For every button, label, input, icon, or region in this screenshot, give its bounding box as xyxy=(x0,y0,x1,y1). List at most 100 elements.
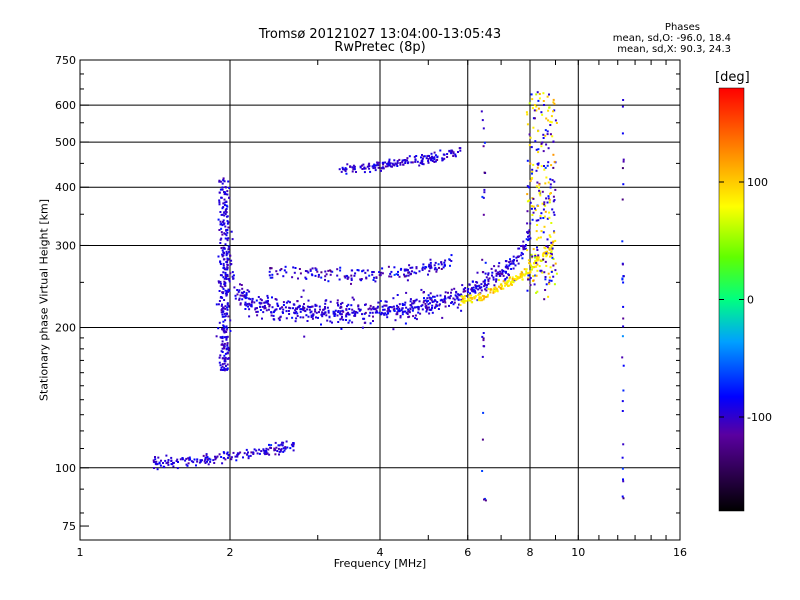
data-point xyxy=(334,313,337,316)
data-point xyxy=(535,259,538,262)
data-point xyxy=(433,306,436,309)
data-point xyxy=(314,310,317,313)
data-point xyxy=(622,317,625,320)
data-point xyxy=(411,309,414,312)
data-point xyxy=(245,296,248,299)
data-point xyxy=(221,351,224,353)
data-point xyxy=(274,453,277,456)
data-point xyxy=(312,313,315,316)
data-point xyxy=(184,459,187,462)
data-point xyxy=(447,296,450,299)
data-point xyxy=(502,274,505,277)
data-point xyxy=(548,93,550,96)
data-point xyxy=(443,300,446,302)
data-point xyxy=(244,301,247,304)
data-point xyxy=(554,269,557,272)
data-point xyxy=(421,308,424,311)
data-point xyxy=(219,354,222,357)
data-point xyxy=(405,306,408,309)
data-point xyxy=(338,312,341,315)
data-point xyxy=(452,154,455,157)
data-point xyxy=(547,109,550,112)
data-point xyxy=(434,154,437,157)
data-point xyxy=(378,311,381,314)
data-point xyxy=(527,235,529,238)
data-point xyxy=(219,261,222,264)
data-point xyxy=(550,251,553,253)
data-point xyxy=(512,255,515,258)
data-point xyxy=(414,314,417,317)
data-point xyxy=(226,312,229,315)
data-point xyxy=(283,269,286,272)
data-point xyxy=(411,161,414,164)
data-point xyxy=(372,320,374,322)
data-point xyxy=(220,231,223,234)
data-point xyxy=(431,304,434,307)
data-point xyxy=(434,160,437,163)
data-point xyxy=(241,287,244,290)
data-point xyxy=(529,179,532,182)
data-point xyxy=(262,448,265,451)
data-point xyxy=(387,265,390,268)
data-point xyxy=(472,286,475,289)
data-point xyxy=(507,267,510,270)
data-point xyxy=(321,315,324,318)
data-point xyxy=(483,498,485,501)
data-point xyxy=(542,231,545,234)
data-point xyxy=(537,186,540,189)
data-point xyxy=(279,449,282,451)
data-point xyxy=(535,261,538,264)
data-point xyxy=(621,263,624,266)
data-point xyxy=(222,325,225,328)
data-point xyxy=(285,440,288,443)
data-point xyxy=(282,450,285,453)
data-point xyxy=(481,438,484,441)
data-point xyxy=(226,343,229,346)
data-point xyxy=(222,251,225,254)
data-point xyxy=(545,255,548,258)
data-point xyxy=(413,271,416,274)
data-point xyxy=(299,310,302,313)
data-point xyxy=(228,280,231,283)
data-point xyxy=(489,288,492,291)
data-point xyxy=(289,447,292,450)
data-point xyxy=(219,188,222,191)
data-point xyxy=(526,249,529,252)
data-point xyxy=(381,267,384,270)
data-point xyxy=(534,255,537,257)
data-point xyxy=(254,307,257,310)
data-point xyxy=(524,273,527,276)
data-point xyxy=(280,443,283,446)
chart-subtitle: RwPretec (8p) xyxy=(334,40,426,55)
data-point xyxy=(504,284,506,287)
data-point xyxy=(429,292,432,295)
data-point xyxy=(292,443,295,446)
data-point xyxy=(526,289,529,292)
data-point xyxy=(223,347,226,350)
data-point xyxy=(393,310,396,312)
data-point xyxy=(262,311,265,314)
data-point xyxy=(493,284,496,287)
data-point xyxy=(502,287,505,290)
data-point xyxy=(217,255,220,258)
data-point xyxy=(438,266,440,269)
data-point xyxy=(306,320,309,322)
data-point xyxy=(427,273,429,276)
data-point xyxy=(329,320,332,323)
data-point xyxy=(170,459,173,462)
data-point xyxy=(502,280,505,283)
data-point xyxy=(246,303,249,306)
data-point xyxy=(354,313,357,316)
x-tick-label: 8 xyxy=(527,546,534,559)
data-point xyxy=(280,268,283,270)
data-point xyxy=(336,302,339,304)
data-point xyxy=(473,296,476,299)
data-point xyxy=(396,307,398,310)
data-point xyxy=(484,499,487,502)
data-point xyxy=(487,282,490,285)
data-point xyxy=(226,222,229,225)
data-point xyxy=(501,270,504,273)
data-point xyxy=(404,160,407,163)
data-point xyxy=(244,297,247,300)
data-point xyxy=(542,137,545,139)
